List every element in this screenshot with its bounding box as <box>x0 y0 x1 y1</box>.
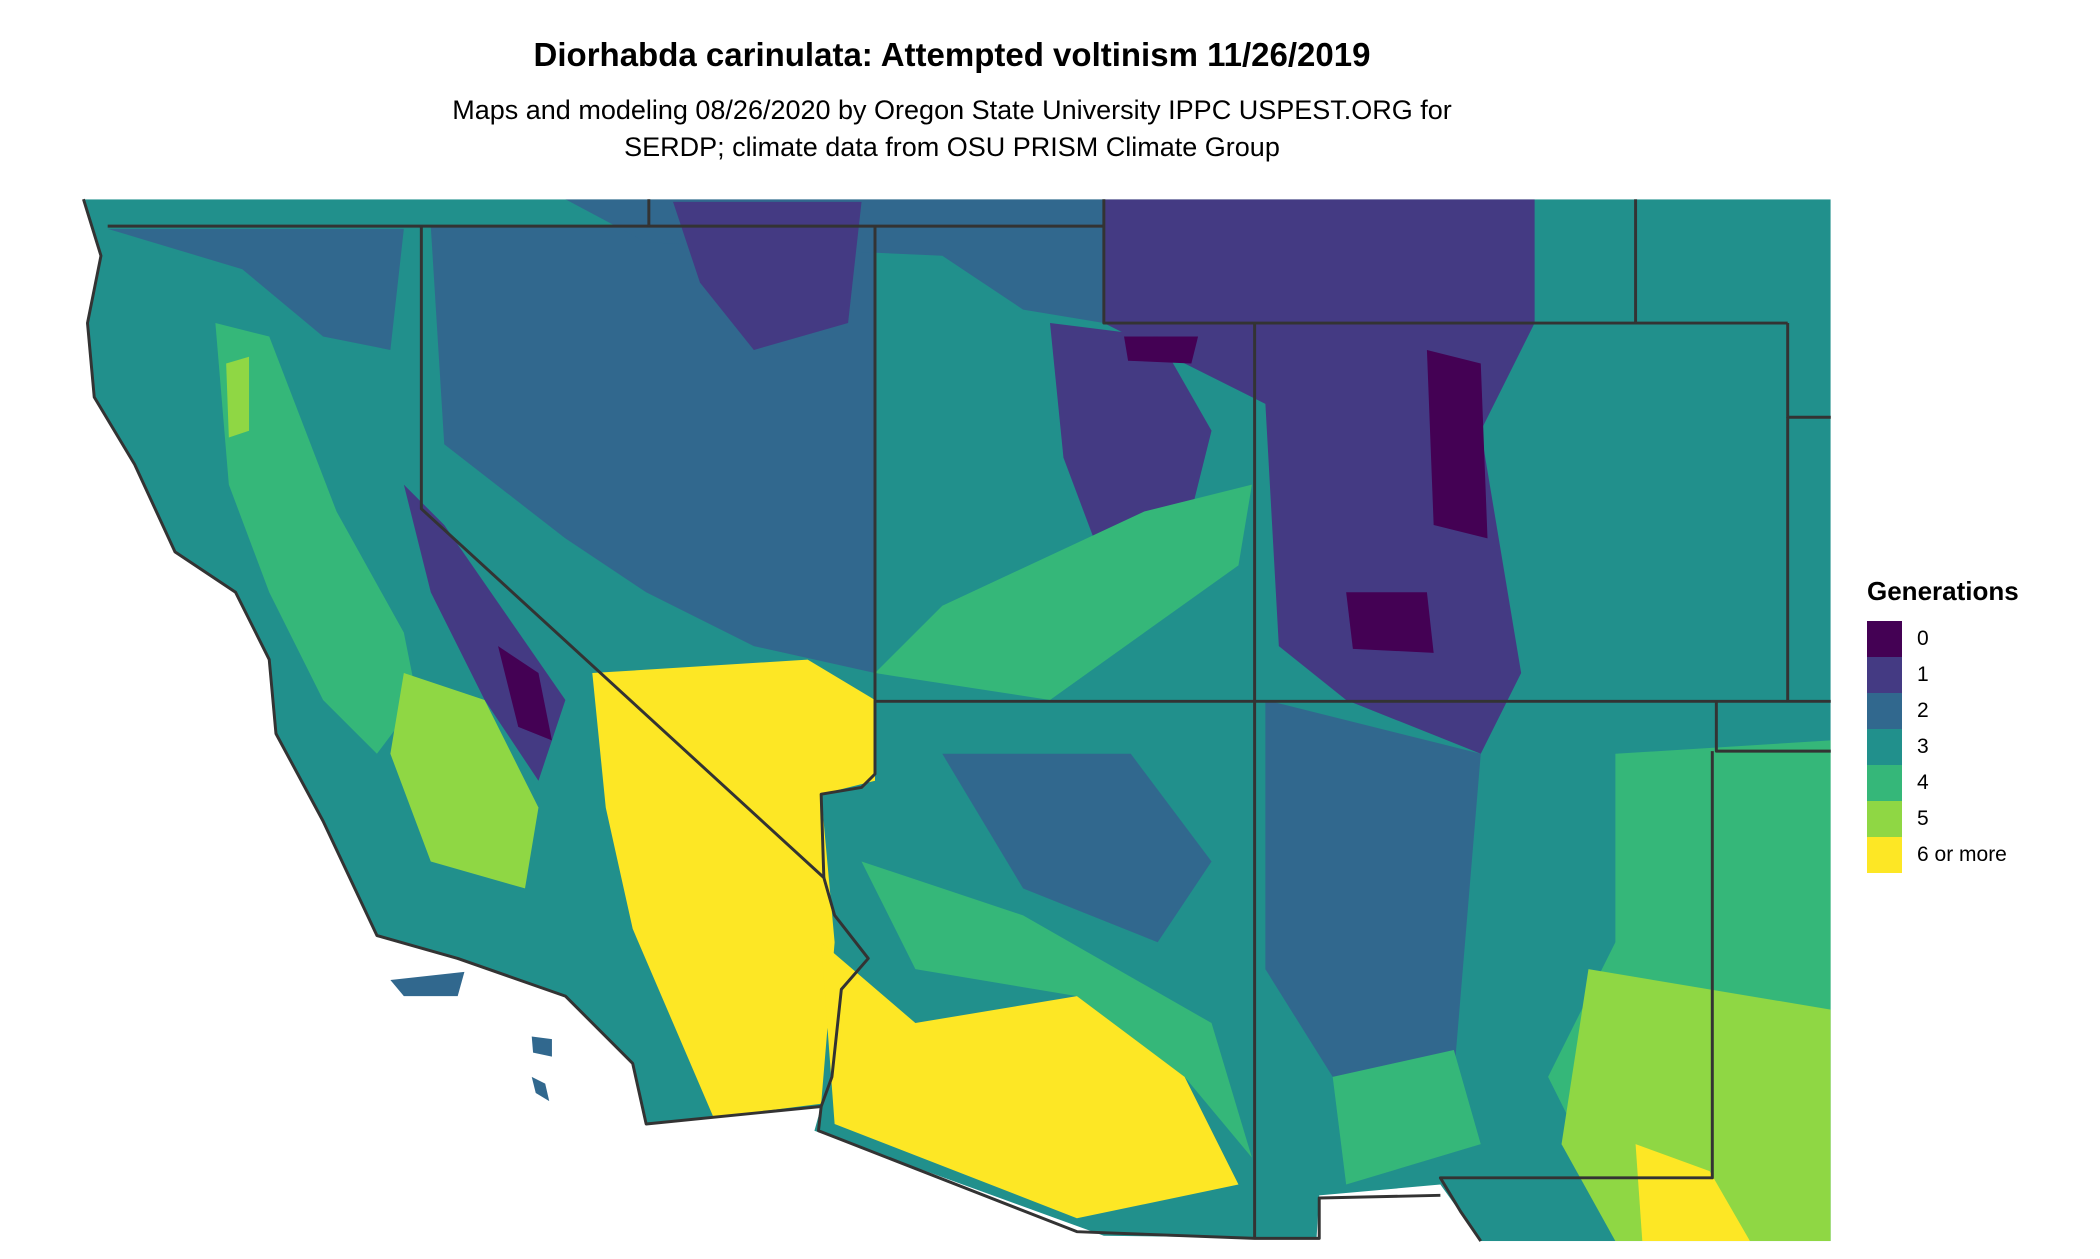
legend-swatch <box>1867 657 1902 693</box>
legend-label: 3 <box>1917 735 1929 758</box>
legend-swatch <box>1867 837 1902 873</box>
legend-item: 6 or more <box>1867 837 2019 873</box>
legend-item: 5 <box>1867 801 2019 837</box>
legend-label: 2 <box>1917 699 1929 722</box>
legend-item: 1 <box>1867 657 2019 693</box>
zone-5 <box>390 673 539 889</box>
zone-0 <box>1346 592 1434 653</box>
border-ut-wy <box>1102 199 1788 325</box>
zone-1 <box>1050 323 1212 566</box>
zone-6-or-more <box>1635 1144 1751 1242</box>
legend-item: 4 <box>1867 765 2019 801</box>
legend-swatch <box>1867 765 1902 801</box>
raster-layer <box>83 199 1831 1242</box>
zone-2 <box>107 228 404 350</box>
zone-0 <box>1426 349 1488 539</box>
legend-swatch <box>1867 729 1902 765</box>
zone-6-or-more <box>592 659 875 1118</box>
legend-item: 3 <box>1867 729 2019 765</box>
legend-swatch <box>1867 621 1902 657</box>
zone-2 <box>1265 699 1481 1077</box>
legend-title: Generations <box>1867 576 2019 606</box>
border-nm-tx <box>1438 751 1714 1242</box>
legend-label: 4 <box>1917 771 1929 794</box>
map-title: Diorhabda carinulata: Attempted voltinis… <box>533 36 1371 73</box>
state-borders <box>82 198 1831 1242</box>
zone-4 <box>875 484 1252 700</box>
border-mexico <box>816 1106 1441 1240</box>
zone-4 <box>1332 1049 1481 1185</box>
zone-5 <box>1561 969 1831 1242</box>
legend-swatch <box>1867 801 1902 837</box>
subtitle-line-1: Maps and modeling 08/26/2020 by Oregon S… <box>452 95 1452 125</box>
coastline <box>82 198 822 1126</box>
zone-6-or-more <box>821 942 1239 1219</box>
legend: Generations 0 1 2 3 4 5 6 or more <box>1867 576 2019 873</box>
zone-2 <box>942 753 1212 943</box>
border-nv-ut <box>819 226 877 878</box>
legend-item: 0 <box>1867 621 2019 657</box>
legend-swatch <box>1867 693 1902 729</box>
legend-label: 5 <box>1917 807 1929 830</box>
legend-label: 0 <box>1917 627 1929 650</box>
border-ca-nv <box>419 226 870 1107</box>
zone-1 <box>673 201 862 350</box>
zone-5 <box>226 356 250 438</box>
zone-4 <box>215 323 418 754</box>
map-subtitle: Maps and modeling 08/26/2020 by Oregon S… <box>0 92 1904 166</box>
zone-0 <box>498 646 552 741</box>
zone-0 <box>1124 336 1199 364</box>
legend-label: 1 <box>1917 663 1929 686</box>
legend-item: 2 <box>1867 693 2019 729</box>
islands <box>390 971 552 1102</box>
subtitle-line-2: SERDP; climate data from OSU PRISM Clima… <box>624 132 1280 162</box>
legend-label: 6 or more <box>1917 843 2007 866</box>
zone-4 <box>861 861 1252 1158</box>
border-ok-tx <box>1714 701 1831 753</box>
